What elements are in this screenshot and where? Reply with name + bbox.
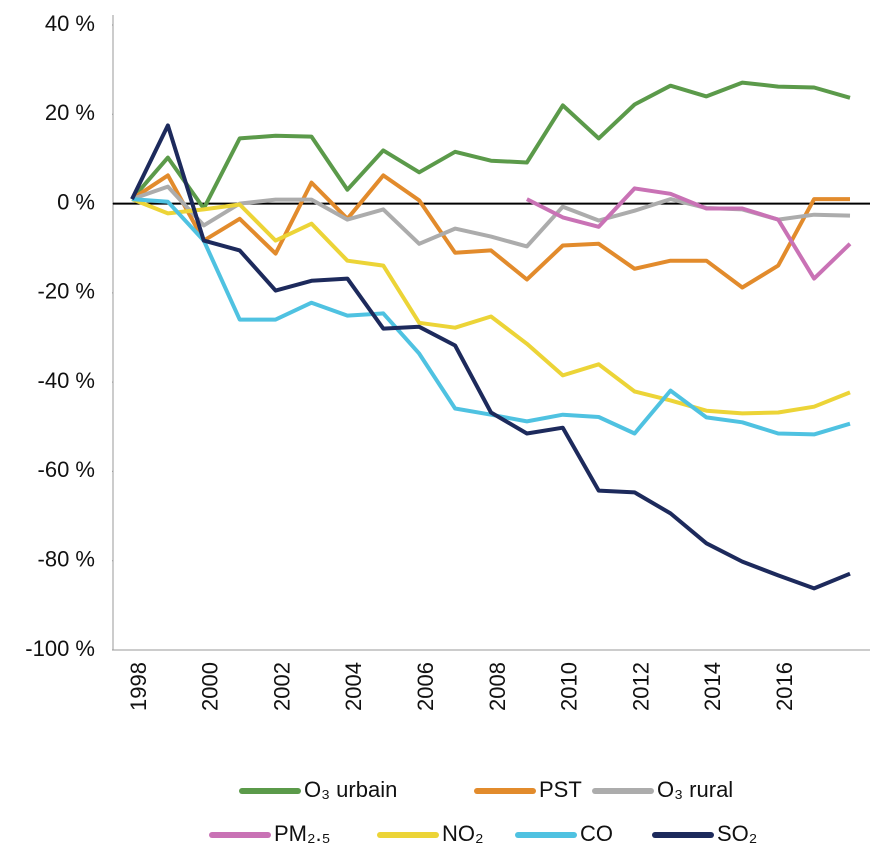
- legend-label: O₃ urbain: [304, 777, 397, 802]
- series-line: [131, 197, 851, 416]
- series-line: [130, 123, 851, 591]
- x-tick-label: 2004: [341, 662, 366, 711]
- y-tick-label: -40 %: [38, 368, 95, 393]
- legend-label: PST: [539, 777, 582, 802]
- x-tick-label: 2012: [628, 662, 653, 711]
- series-line: [525, 186, 852, 281]
- legend-label: CO: [580, 821, 613, 846]
- x-tick-label: 2016: [772, 662, 797, 711]
- x-tick-label: 2014: [700, 662, 725, 711]
- x-tick-label: 1998: [126, 662, 151, 711]
- y-tick-label: 20 %: [45, 100, 95, 125]
- x-tick-label: 2006: [413, 662, 438, 711]
- series-line: [130, 80, 851, 211]
- x-tick-label: 2008: [485, 662, 510, 711]
- series-line: [131, 184, 851, 249]
- y-tick-label: -80 %: [38, 547, 95, 572]
- y-tick-label: 40 %: [45, 11, 95, 36]
- legend-label: PM₂.₅: [274, 821, 331, 846]
- y-tick-label: 0 %: [57, 189, 95, 214]
- y-tick-label: -20 %: [38, 279, 95, 304]
- y-tick-label: -100 %: [25, 636, 95, 661]
- legend-label: SO₂: [717, 821, 757, 846]
- x-tick-label: 2010: [557, 662, 582, 711]
- x-tick-label: 2002: [269, 662, 294, 711]
- x-tick-label: 2000: [198, 662, 223, 711]
- legend-label: NO₂: [442, 821, 484, 846]
- legend-label: O₃ rural: [657, 777, 733, 802]
- y-tick-label: -60 %: [38, 457, 95, 482]
- series-line: [130, 173, 850, 290]
